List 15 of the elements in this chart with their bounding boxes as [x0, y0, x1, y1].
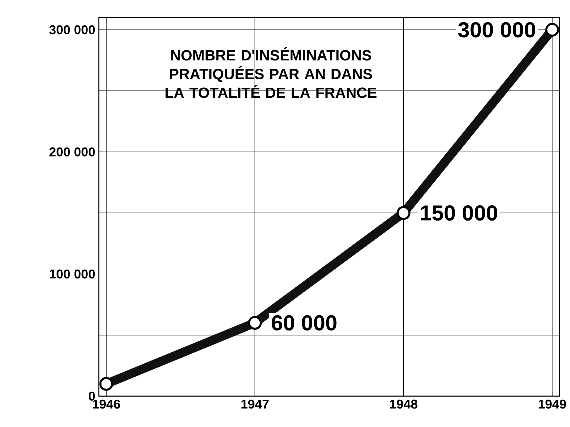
x-tick-label: 1947 [242, 400, 269, 409]
y-tick-label: 200 000 [50, 148, 96, 157]
data-label: 60 000 [272, 315, 337, 331]
point [396, 206, 411, 220]
y-tick-label: 300 000 [50, 25, 96, 35]
x-tick-label: 1946 [93, 400, 120, 409]
x-tick-label: 1948 [390, 400, 418, 409]
point [100, 377, 114, 392]
y-tick-label: 0 [88, 392, 96, 401]
x-tick-label: 1949 [538, 400, 566, 409]
point [248, 316, 262, 330]
point [546, 23, 560, 37]
data-label: 300 000 [458, 22, 536, 38]
y-tick-label: 100 000 [50, 270, 96, 279]
data-label: 150 000 [421, 205, 498, 221]
